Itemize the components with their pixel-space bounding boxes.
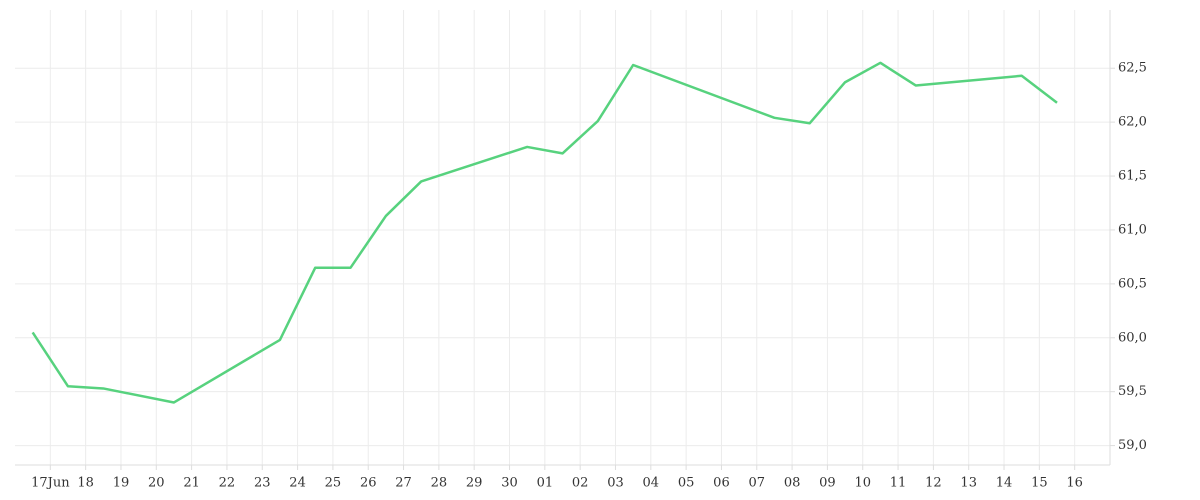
x-tick-label: 14 (996, 476, 1013, 491)
x-tick-label: 24 (289, 476, 306, 491)
x-tick-label: 25 (325, 476, 342, 491)
y-tick-label: 60,0 (1118, 330, 1147, 345)
x-tick-label: 18 (77, 476, 94, 491)
price-line (31, 61, 1058, 404)
y-tick-label: 59,5 (1118, 384, 1147, 399)
x-tick-label: 12 (925, 476, 942, 491)
x-tick-label: 04 (643, 476, 660, 491)
x-tick-label: 01 (537, 476, 554, 491)
x-tick-label: 22 (219, 476, 236, 491)
x-tick-label: 08 (784, 476, 801, 491)
x-tick-label: 16 (1066, 476, 1083, 491)
x-tick-label: 27 (395, 476, 412, 491)
y-tick-label: 61,5 (1118, 169, 1147, 184)
plot (31, 61, 1058, 404)
x-tick-label: 11 (890, 476, 907, 491)
y-tick-label: 59,0 (1118, 438, 1147, 453)
x-tick-label: 13 (960, 476, 977, 491)
y-tick-label: 62,5 (1118, 61, 1147, 76)
x-tick-label: 28 (431, 476, 448, 491)
x-tick-label: 23 (254, 476, 271, 491)
x-tick-label: 15 (1031, 476, 1048, 491)
x-tick-label: 05 (678, 476, 695, 491)
y-tick-label: 61,0 (1118, 222, 1147, 237)
x-tick-label: 26 (360, 476, 377, 491)
x-tick-label: 17Jun (31, 476, 70, 491)
x-tick-label: 09 (819, 476, 836, 491)
y-tick-label: 62,0 (1118, 115, 1147, 130)
x-tick-label: 03 (607, 476, 624, 491)
labels: 17Jun 18 19 20 21 22 23 24 25 26 27 28 29 30 01 02 03 04 0… (31, 61, 1147, 491)
x-tick-label: 29 (466, 476, 483, 491)
x-tick-label: 06 (713, 476, 730, 491)
x-tick-label: 19 (113, 476, 130, 491)
x-tick-label: 20 (148, 476, 165, 491)
x-tick-label: 10 (854, 476, 871, 491)
x-tick-label: 30 (501, 476, 518, 491)
y-tick-label: 60,5 (1118, 276, 1147, 291)
x-tick-label: 21 (183, 476, 200, 491)
grid (15, 10, 1115, 470)
x-tick-label: 07 (749, 476, 766, 491)
x-tick-label: 02 (572, 476, 589, 491)
